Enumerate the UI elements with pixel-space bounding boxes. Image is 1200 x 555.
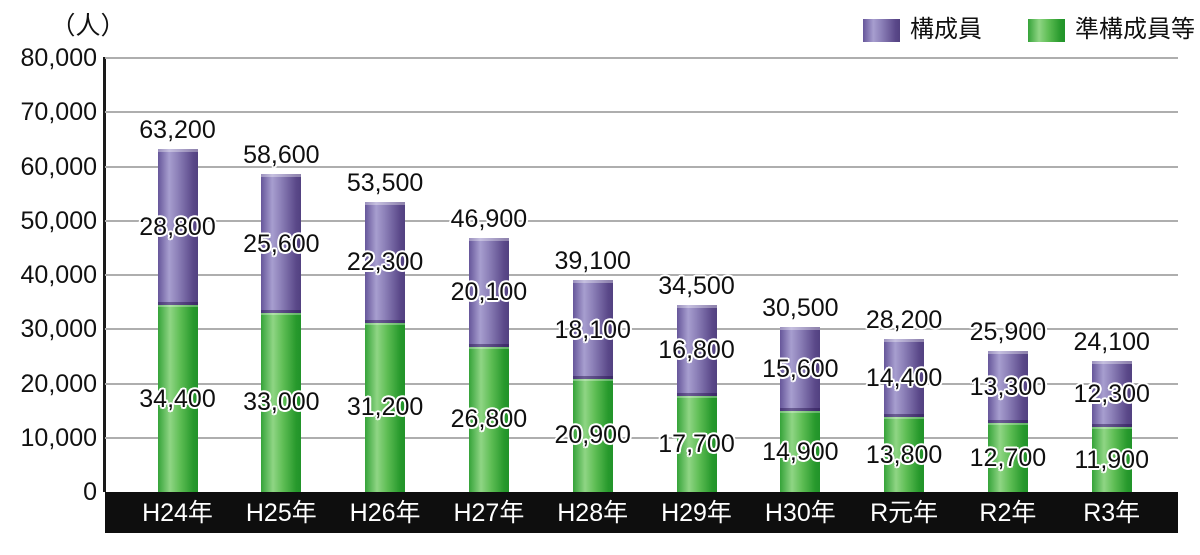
total-value-label: 53,500 xyxy=(346,168,424,197)
bar-segment-green-H24年 xyxy=(157,305,198,492)
y-tick-label: 40,000 xyxy=(20,261,97,289)
x-axis-label-H29年: H29年 xyxy=(661,499,732,527)
bar-segment-purple-H26年 xyxy=(365,201,406,323)
x-axis-label-H24年: H24年 xyxy=(142,499,213,527)
bar-segment-green-H27年 xyxy=(468,346,509,492)
gridline xyxy=(105,165,1178,168)
total-value-label: 28,200 xyxy=(865,306,943,334)
y-tick-label: 10,000 xyxy=(20,423,97,452)
bar-segment-purple-H27年 xyxy=(468,237,509,347)
bar-segment-green-H25年 xyxy=(261,312,302,492)
gridline xyxy=(105,436,1178,439)
total-value-label: 34,500 xyxy=(658,271,735,300)
total-value-label: 63,200 xyxy=(139,116,216,145)
y-tick-label: 0 xyxy=(83,478,97,506)
x-axis-label-R2年: R2年 xyxy=(979,499,1037,527)
legend-label-junkouseiin: 準構成員等 xyxy=(1075,16,1195,43)
green-value-label: 20,900 xyxy=(554,421,631,450)
purple-value-label: 28,800 xyxy=(139,213,216,242)
purple-value-label: 22,300 xyxy=(346,248,424,277)
bar-segment-green-H28年 xyxy=(572,378,613,492)
bar-segment-green-R2年 xyxy=(987,423,1028,492)
gridline xyxy=(105,57,1178,59)
x-axis-label-H25年: H25年 xyxy=(245,499,317,527)
bar-segment-green-H30年 xyxy=(780,411,821,492)
bar-segment-purple-H28年 xyxy=(572,280,613,379)
legend: 構成員 準構成員等 xyxy=(863,17,1195,43)
total-value-label: 24,100 xyxy=(1073,327,1150,356)
bar-segment-green-H26年 xyxy=(365,322,406,492)
y-tick-label: 30,000 xyxy=(20,315,97,344)
bar-segment-purple-R3年 xyxy=(1091,360,1132,428)
green-value-label: 14,900 xyxy=(762,437,839,466)
purple-value-label: 13,300 xyxy=(969,373,1047,402)
purple-value-label: 18,100 xyxy=(554,315,631,344)
purple-value-label: 25,600 xyxy=(243,229,320,258)
legend-item-junkouseiin: 準構成員等 xyxy=(1028,17,1195,43)
gridline xyxy=(105,274,1178,276)
total-value-label: 58,600 xyxy=(243,141,320,170)
x-axis-label-H26年: H26年 xyxy=(349,499,421,527)
green-value-label: 26,800 xyxy=(450,405,528,434)
purple-value-label: 15,600 xyxy=(762,354,839,383)
bar-segment-green-R元年 xyxy=(884,417,925,492)
gridline xyxy=(105,219,1178,222)
y-axis-unit-label: （人） xyxy=(50,12,126,40)
x-axis-band: H24年 H25年 H26年 H27年 H28年 H29年 H30年 R元年 R2年 R3年 xyxy=(105,492,1178,533)
bar-segment-purple-H29年 xyxy=(676,304,717,396)
x-axis-label-R3年: R3年 xyxy=(1083,499,1141,527)
gridline xyxy=(105,111,1178,114)
gridline xyxy=(105,382,1178,385)
bar-segment-purple-H30年 xyxy=(780,326,821,412)
green-value-label: 31,200 xyxy=(346,393,424,422)
purple-value-label: 20,100 xyxy=(450,278,528,307)
legend-swatch-green xyxy=(1028,18,1065,42)
y-tick-label: 20,000 xyxy=(20,369,97,398)
x-axis-label-R元年: R元年 xyxy=(870,499,939,527)
green-value-label: 12,700 xyxy=(969,443,1047,472)
purple-value-label: 14,400 xyxy=(865,364,943,393)
legend-swatch-purple xyxy=(863,18,900,42)
green-value-label: 11,900 xyxy=(1074,445,1149,474)
bar-segment-green-R3年 xyxy=(1091,427,1132,492)
y-tick-label: 50,000 xyxy=(20,206,97,235)
total-value-label: 39,100 xyxy=(554,247,631,276)
legend-label-kouseiin: 構成員 xyxy=(910,16,982,43)
purple-value-label: 12,300 xyxy=(1073,380,1150,409)
bar-segment-purple-H25年 xyxy=(261,174,302,313)
green-value-label: 17,700 xyxy=(658,429,735,458)
x-axis-label-H28年: H28年 xyxy=(557,499,629,527)
bar-segment-purple-R2年 xyxy=(987,350,1028,424)
y-axis-line xyxy=(103,57,106,492)
gridline xyxy=(105,328,1178,331)
legend-item-kouseiin: 構成員 xyxy=(863,17,982,43)
total-value-label: 46,900 xyxy=(450,204,528,233)
x-axis-label-H30年: H30年 xyxy=(764,499,836,527)
bar-segment-purple-R元年 xyxy=(884,339,925,418)
x-axis-label-H27年: H27年 xyxy=(453,499,525,527)
bar-segment-green-H29年 xyxy=(676,395,717,492)
purple-value-label: 16,800 xyxy=(658,336,735,365)
total-value-label: 25,900 xyxy=(969,317,1047,346)
green-value-label: 34,400 xyxy=(139,384,216,413)
total-value-label: 30,500 xyxy=(762,293,839,322)
y-tick-label: 70,000 xyxy=(20,98,97,127)
bar-segment-purple-H24年 xyxy=(157,149,198,306)
y-tick-label: 60,000 xyxy=(20,152,97,181)
green-value-label: 33,000 xyxy=(243,388,320,417)
y-tick-label: 80,000 xyxy=(20,44,97,72)
green-value-label: 13,800 xyxy=(865,440,943,469)
plot-area: 63,200 28,800 34,400 58,600 25,600 33,000 53,5… xyxy=(105,57,1178,492)
